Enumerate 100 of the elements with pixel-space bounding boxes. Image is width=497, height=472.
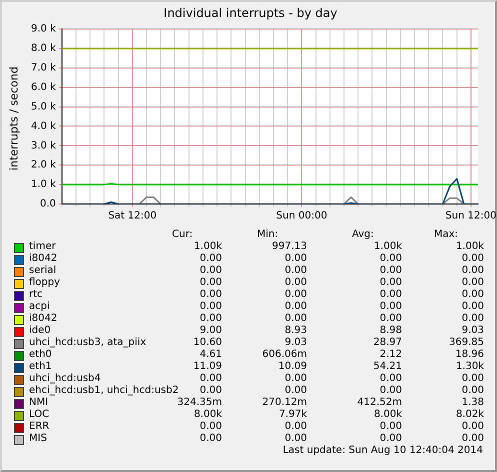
text: 8.98 [378, 325, 402, 337]
text: 2.12 [378, 349, 402, 361]
text: 606.06m [261, 349, 307, 361]
text: 0.00 [378, 385, 402, 397]
legend-label: ERR [29, 421, 50, 433]
text: 0.00 [198, 253, 222, 265]
legend-label: floppy [29, 277, 60, 289]
text: 0.00 [378, 289, 402, 301]
text: 0.00 [460, 373, 484, 385]
legend-label: acpi [29, 301, 50, 313]
text: Avg: [352, 229, 375, 241]
text: 8.00k [192, 409, 222, 421]
text: 0.00 [198, 289, 222, 301]
text: 0.00 [378, 253, 402, 265]
text: 0.00 [198, 313, 222, 325]
text: 0.00 [198, 265, 222, 277]
text: 0.00 [378, 373, 402, 385]
text: 0.00 [460, 313, 484, 325]
legend-label: uhci_hcd:usb3, ata_piix [29, 337, 146, 349]
text: 10.09 [277, 361, 307, 373]
text: 0.00 [460, 265, 484, 277]
text: 0.00 [198, 373, 222, 385]
text: 412.52m [356, 397, 402, 409]
x-tick-label: Sat 12:00 [108, 210, 157, 222]
text: 10.60 [193, 337, 222, 348]
text: 0.00 [198, 433, 222, 445]
text: 0.00 [200, 385, 222, 396]
text: Last update: Sun Aug 10 12:40:04 2014 [282, 445, 483, 456]
legend-label: timer [29, 241, 56, 253]
text: 0.00 [284, 385, 307, 397]
legend-label: eth0 [29, 349, 52, 361]
text: 0.00 [460, 385, 484, 397]
legend-label: eth1 [29, 361, 52, 373]
text: 9.03 [460, 325, 484, 337]
text: Max: [434, 229, 460, 241]
text: 4.61 [198, 349, 222, 361]
text: 7.97k [278, 409, 307, 421]
text: 0.00 [460, 253, 484, 265]
y-tick-label: 7.0 k [31, 62, 56, 74]
text: 28.97 [372, 337, 402, 349]
text: 1.30k [454, 361, 484, 373]
text: 1.00k [192, 241, 222, 253]
text: 0.00 [284, 373, 307, 385]
legend-label: serial [29, 265, 56, 277]
text: 0.00 [378, 301, 402, 313]
y-tick-label: 1.0 k [31, 179, 56, 190]
text: 54.21 [372, 361, 402, 373]
text: 8.93 [284, 325, 307, 337]
text: 0.00 [460, 421, 484, 433]
text: 0.00 [378, 433, 402, 445]
y-tick-label: 4.0 k [31, 120, 56, 132]
text: 0.00 [198, 421, 222, 433]
text: 997.13 [271, 241, 307, 253]
text: 0.00 [460, 289, 484, 301]
text: 8.02k [454, 409, 484, 421]
text: 0.00 [460, 301, 484, 313]
legend-label: uhci_hcd:usb4 [29, 373, 101, 385]
text: 0.00 [284, 313, 307, 325]
text: 0.00 [378, 265, 402, 277]
legend-label: MIS [29, 433, 47, 445]
text: 0.00 [378, 277, 402, 289]
y-tick-label: 8.0 k [31, 43, 56, 54]
y-tick-label: 3.0 k [31, 140, 56, 152]
text: Cur: [172, 229, 194, 241]
text: 8.00k [372, 409, 402, 421]
legend-label: ide0 [29, 325, 51, 337]
text: 0.00 [460, 433, 484, 445]
x-tick-label: Sun 00:00 [276, 210, 328, 222]
text: 1.38 [460, 397, 484, 409]
text: 0.00 [284, 277, 307, 289]
text: 1.00k [372, 241, 402, 253]
text: 369.85 [448, 337, 484, 349]
text: 0.00 [460, 277, 484, 289]
text: 0.00 [378, 313, 402, 325]
text: 270.12m [261, 397, 307, 409]
text: 0.00 [284, 433, 307, 445]
text: 0.00 [378, 421, 402, 433]
text: 11.09 [192, 361, 222, 373]
text: 18.96 [454, 349, 484, 361]
text: 324.35m [176, 397, 222, 409]
text: 1.00k [454, 241, 484, 253]
y-tick-label: 5.0 k [31, 101, 56, 112]
legend-label: rtc [29, 289, 43, 301]
legend-label: LOC [29, 409, 50, 421]
text: 9.00 [198, 325, 222, 337]
text: 0.00 [284, 265, 307, 277]
legend-label: ehci_hcd:usb1, uhci_hcd:usb2 [29, 385, 179, 397]
y-tick-label: 0.0 [40, 198, 56, 210]
legend-label: NMI [29, 397, 48, 409]
x-tick-label: Sun 12:00 [445, 210, 496, 222]
text: Min: [257, 229, 280, 241]
text: 0.00 [198, 301, 222, 313]
text: 9.03 [284, 337, 307, 349]
chart-title: Individual interrupts - by day [162, 6, 338, 20]
text: 0.00 [284, 421, 307, 433]
legend-label: i8042 [29, 313, 58, 325]
text: 0.00 [284, 289, 307, 301]
text: 0.00 [284, 253, 307, 265]
legend-label: i8042 [29, 253, 58, 265]
y-tick-label: 6.0 k [31, 82, 56, 93]
